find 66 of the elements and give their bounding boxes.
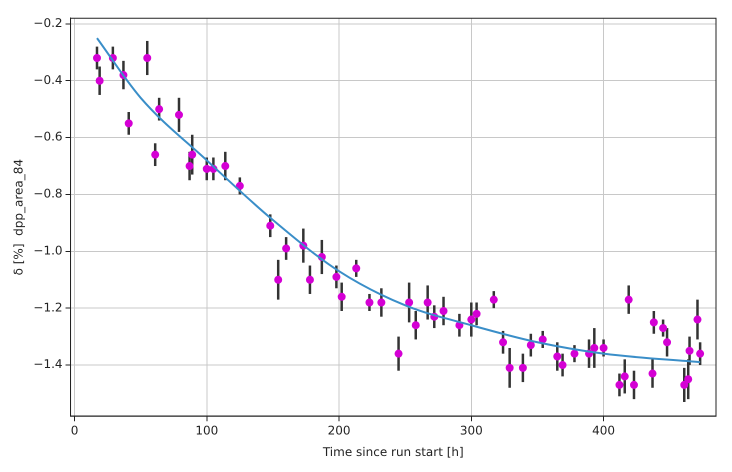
point xyxy=(558,361,567,370)
point xyxy=(92,54,101,62)
point xyxy=(352,264,360,272)
point xyxy=(490,296,498,304)
point xyxy=(538,335,547,344)
point xyxy=(686,346,694,355)
point xyxy=(570,350,578,358)
point xyxy=(186,162,194,170)
line-series xyxy=(96,37,702,364)
x-tick-label: 400 xyxy=(592,424,616,438)
point xyxy=(648,370,657,378)
point xyxy=(467,316,476,324)
x-tick-label: 200 xyxy=(328,424,350,438)
y-tick-label: −1.0 xyxy=(33,243,63,258)
point xyxy=(624,296,633,304)
point xyxy=(405,298,414,306)
y-axis-title: δ [%] dpp_area_84 xyxy=(11,158,26,276)
point xyxy=(332,272,340,281)
point xyxy=(221,162,230,170)
point xyxy=(306,276,314,284)
x-tick-label: 300 xyxy=(460,424,483,438)
point xyxy=(693,316,702,324)
point xyxy=(553,352,562,360)
point xyxy=(143,54,152,62)
point xyxy=(600,344,608,352)
y-tick-label: −0.8 xyxy=(33,186,63,201)
point xyxy=(650,318,658,326)
point xyxy=(590,344,598,352)
point xyxy=(615,380,624,389)
point xyxy=(472,310,481,318)
x-axis-title: Time since run start [h] xyxy=(322,444,464,459)
point xyxy=(394,350,403,358)
point xyxy=(526,341,535,350)
point xyxy=(155,105,164,114)
x-tick-label: 100 xyxy=(195,424,218,438)
point xyxy=(338,292,346,301)
point xyxy=(499,338,508,346)
point xyxy=(659,324,668,332)
x-tick-label: 0 xyxy=(70,424,78,438)
point xyxy=(282,244,290,252)
point xyxy=(696,350,704,358)
point xyxy=(266,222,274,230)
point xyxy=(424,298,432,306)
point xyxy=(188,150,196,159)
point xyxy=(412,321,420,330)
point xyxy=(202,164,211,173)
point xyxy=(124,119,133,128)
y-tick-label: −1.2 xyxy=(33,300,63,314)
y-tick-label: −0.6 xyxy=(33,130,63,144)
point xyxy=(506,364,514,372)
y-tick-label: −1.4 xyxy=(33,357,63,372)
point xyxy=(518,364,527,372)
point xyxy=(684,375,692,384)
point xyxy=(440,307,448,316)
y-tick-label: −0.2 xyxy=(33,16,63,30)
point xyxy=(274,276,282,284)
y-tick-label: −0.4 xyxy=(33,72,63,87)
point xyxy=(680,380,688,389)
point xyxy=(630,380,638,389)
point xyxy=(175,110,183,119)
point xyxy=(151,150,160,159)
point xyxy=(620,372,629,380)
point xyxy=(96,76,104,85)
point xyxy=(365,298,374,306)
point xyxy=(663,338,672,346)
point xyxy=(377,298,386,306)
